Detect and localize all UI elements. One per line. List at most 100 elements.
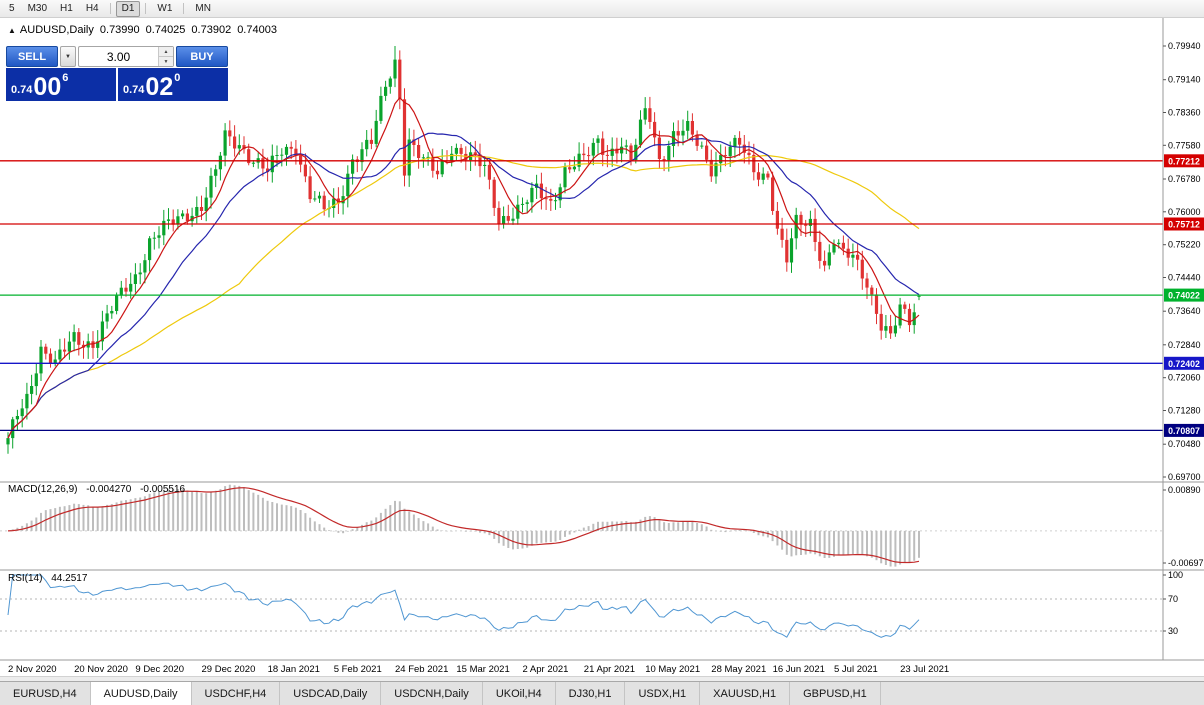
trade-panel-toggle-icon[interactable]: ▲ xyxy=(8,25,16,35)
timeframe-button-W1[interactable]: W1 xyxy=(157,2,173,14)
level-price-tags: 0.77212 0.75712 0.74022 0.72402 0.70807 xyxy=(1164,154,1204,437)
macd-histogram xyxy=(11,484,920,567)
chart-tab-usdcnh-daily[interactable]: USDCNH,Daily xyxy=(381,682,483,705)
buy-price-sup: 0 xyxy=(174,72,181,84)
lot-stepper[interactable]: ▲ ▼ xyxy=(158,47,173,66)
svg-text:16 Jun 2021: 16 Jun 2021 xyxy=(773,664,825,675)
macd-signal-value: -0.005516 xyxy=(140,484,186,495)
chart-region: 0.79940 0.79140 0.78360 0.77580 0.76780 0.760… xyxy=(0,18,1204,676)
macd-signal-line xyxy=(7,487,920,564)
svg-text:23 Jul 2021: 23 Jul 2021 xyxy=(900,664,949,675)
sell-price-display[interactable]: 0.74 00 6 xyxy=(6,68,116,101)
svg-text:0.69700: 0.69700 xyxy=(1168,472,1201,482)
candlestick-series xyxy=(6,46,921,454)
svg-text:0.75712: 0.75712 xyxy=(1168,220,1200,230)
timeframe-button-H1[interactable]: H1 xyxy=(60,2,73,14)
chart-ohlc-line: ▲ AUDUSD,Daily 0.73990 0.74025 0.73902 0… xyxy=(8,24,277,36)
svg-text:5 Jul 2021: 5 Jul 2021 xyxy=(834,664,878,675)
svg-text:70: 70 xyxy=(1168,594,1178,604)
price-axis: 0.79940 0.79140 0.78360 0.77580 0.76780 0.760… xyxy=(1163,41,1201,482)
lot-dropdown-button[interactable]: ▼ xyxy=(60,46,76,67)
chart-tab-dj30-h1[interactable]: DJ30,H1 xyxy=(555,682,626,705)
chart-tab-xauusd-h1[interactable]: XAUUSD,H1 xyxy=(700,682,791,705)
svg-text:0.79940: 0.79940 xyxy=(1168,41,1201,51)
stepper-down-icon[interactable]: ▼ xyxy=(159,56,173,66)
timeframe-button-H4[interactable]: H4 xyxy=(85,2,99,14)
timeframe-button-M30[interactable]: M30 xyxy=(27,2,48,14)
svg-text:29 Dec 2020: 29 Dec 2020 xyxy=(202,664,256,675)
chart-symbol-label: AUDUSD,Daily xyxy=(19,24,94,36)
date-axis: 2 Nov 2020 20 Nov 2020 9 Dec 2020 29 Dec 20… xyxy=(8,664,949,675)
ohlc-low: 0.73902 xyxy=(191,24,232,36)
sell-button[interactable]: SELL xyxy=(6,46,58,67)
macd-axis: 0.00890 -0.00697 xyxy=(1163,485,1204,568)
svg-text:9 Dec 2020: 9 Dec 2020 xyxy=(135,664,184,675)
rsi-line xyxy=(7,574,920,638)
price-chart-canvas[interactable]: 0.79940 0.79140 0.78360 0.77580 0.76780 0.760… xyxy=(0,18,1204,676)
buy-price-big: 02 xyxy=(145,72,174,101)
svg-text:10 May 2021: 10 May 2021 xyxy=(645,664,700,675)
svg-text:0.79140: 0.79140 xyxy=(1168,75,1201,85)
svg-text:30: 30 xyxy=(1168,626,1178,636)
rsi-value: 44.2517 xyxy=(51,573,88,584)
chart-tab-usdcad-daily[interactable]: USDCAD,Daily xyxy=(280,682,382,705)
svg-text:24 Feb 2021: 24 Feb 2021 xyxy=(395,664,448,675)
buy-button[interactable]: BUY xyxy=(176,46,228,67)
buy-price-display[interactable]: 0.74 02 0 xyxy=(118,68,228,101)
moving-average-7 xyxy=(7,96,920,439)
svg-text:0.00890: 0.00890 xyxy=(1168,485,1201,495)
svg-text:0.72060: 0.72060 xyxy=(1168,373,1201,383)
ohlc-close: 0.74003 xyxy=(237,24,277,36)
toolbar-separator xyxy=(183,3,185,14)
svg-text:0.70807: 0.70807 xyxy=(1168,426,1200,436)
chart-tab-ukoil-h4[interactable]: UKOil,H4 xyxy=(482,682,556,705)
svg-text:28 May 2021: 28 May 2021 xyxy=(711,664,766,675)
svg-text:2 Apr 2021: 2 Apr 2021 xyxy=(523,664,569,675)
svg-text:15 Mar 2021: 15 Mar 2021 xyxy=(456,664,509,675)
chart-tab-usdchf-h4[interactable]: USDCHF,H4 xyxy=(191,682,281,705)
lot-size-input[interactable]: 3.00 ▲ ▼ xyxy=(78,46,174,67)
svg-text:0.77580: 0.77580 xyxy=(1168,140,1201,150)
svg-text:0.74440: 0.74440 xyxy=(1168,273,1201,283)
svg-text:0.78360: 0.78360 xyxy=(1168,108,1201,118)
ohlc-high: 0.74025 xyxy=(145,24,186,36)
stepper-up-icon[interactable]: ▲ xyxy=(159,47,173,56)
sell-price-prefix: 0.74 xyxy=(11,84,33,96)
svg-text:2 Nov 2020: 2 Nov 2020 xyxy=(8,664,57,675)
rsi-axis: 100 70 30 xyxy=(1163,570,1183,636)
timeframe-button-5[interactable]: 5 xyxy=(9,2,15,14)
svg-text:20 Nov 2020: 20 Nov 2020 xyxy=(74,664,128,675)
chart-tab-usdx-h1[interactable]: USDX,H1 xyxy=(625,682,701,705)
macd-main-value: -0.004270 xyxy=(86,484,132,495)
indicator-guide-levels xyxy=(0,530,1163,632)
rsi-indicator-label: RSI(14) 44.2517 xyxy=(8,573,87,584)
timeframe-button-D1[interactable]: D1 xyxy=(115,0,141,17)
horizontal-level-lines xyxy=(0,160,1163,432)
chart-tab-gbpusd-h1[interactable]: GBPUSD,H1 xyxy=(790,682,881,705)
svg-text:18 Jan 2021: 18 Jan 2021 xyxy=(268,664,320,675)
horizontal-scrollbar[interactable] xyxy=(0,676,1204,682)
svg-text:100: 100 xyxy=(1168,570,1183,580)
chart-tab-audusd-daily[interactable]: AUDUSD,Daily xyxy=(90,682,192,705)
svg-text:0.70480: 0.70480 xyxy=(1168,439,1201,449)
panel-frame xyxy=(0,18,1204,661)
timeframe-toolbar: 5 M30 H1 H4 D1 W1 MN xyxy=(0,0,1204,18)
sell-price-big: 00 xyxy=(33,72,62,101)
timeframe-button-MN[interactable]: MN xyxy=(195,2,211,14)
svg-text:0.76780: 0.76780 xyxy=(1168,174,1201,184)
svg-text:0.73640: 0.73640 xyxy=(1168,306,1201,316)
svg-text:0.72840: 0.72840 xyxy=(1168,340,1201,350)
lot-size-value[interactable]: 3.00 xyxy=(106,49,131,64)
svg-text:0.74022: 0.74022 xyxy=(1168,291,1200,301)
buy-price-prefix: 0.74 xyxy=(123,84,145,96)
macd-name: MACD(12,26,9) xyxy=(8,484,78,495)
chart-tab-eurusd-h4[interactable]: EURUSD,H4 xyxy=(0,682,91,705)
toolbar-separator xyxy=(145,3,147,14)
one-click-trade-panel: SELL ▼ 3.00 ▲ ▼ BUY 0.74 00 6 0.74 02 xyxy=(6,46,228,101)
svg-text:0.71280: 0.71280 xyxy=(1168,406,1201,416)
sell-price-sup: 6 xyxy=(62,72,69,84)
ohlc-open: 0.73990 xyxy=(99,24,140,36)
svg-text:0.76000: 0.76000 xyxy=(1168,207,1201,217)
svg-text:0.72402: 0.72402 xyxy=(1168,359,1200,369)
svg-text:0.75220: 0.75220 xyxy=(1168,240,1201,250)
